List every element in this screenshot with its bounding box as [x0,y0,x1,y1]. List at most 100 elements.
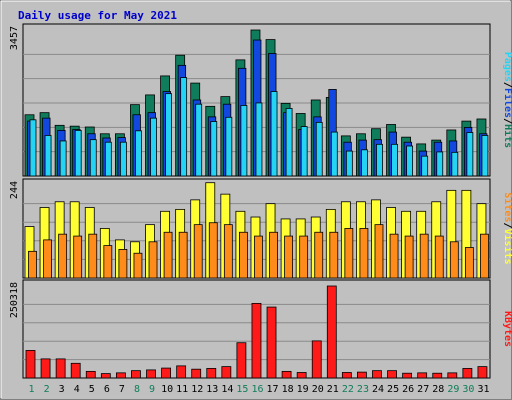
bar-sites-day-3 [58,233,68,279]
bar-sites-day-15 [238,231,248,279]
day-label-18: 18 [282,384,294,395]
day-label-23: 23 [357,384,369,395]
bar-kbytes-day-8 [131,370,141,379]
legend-item: Visits [502,229,512,265]
legend-item: Hits [502,124,512,148]
bar-pages-day-25 [391,143,398,177]
day-label-22: 22 [342,384,354,395]
bar-pages-day-30 [466,132,474,177]
bar-kbytes-day-26 [402,372,413,379]
bar-pages-day-18 [285,108,293,177]
bar-kbytes-day-14 [221,366,232,379]
bar-kbytes-day-5 [85,370,96,379]
bar-kbytes-day-1 [25,350,36,379]
bar-kbytes-day-17 [266,306,277,379]
bar-sites-day-30 [464,247,474,279]
legend-item: Sites [502,192,512,222]
bar-sites-day-9 [148,241,158,279]
bar-sites-day-20 [314,231,324,279]
bar-kbytes-day-23 [357,371,367,379]
bar-pages-day-15 [240,105,248,177]
legend-item: / [502,82,512,88]
bar-sites-day-26 [404,235,414,279]
bar-kbytes-day-19 [296,372,307,379]
bar-pages-day-13 [210,121,218,177]
bar-kbytes-day-13 [206,368,217,379]
bar-pages-day-17 [270,91,278,177]
bar-sites-day-14 [223,224,233,279]
bar-pages-day-1 [29,119,37,177]
bar-kbytes-day-4 [70,362,81,379]
bar-kbytes-day-22 [341,372,352,379]
day-label-10: 10 [161,384,173,395]
bar-pages-day-27 [421,155,429,177]
bar-sites-day-24 [374,224,384,279]
legend-hits-files-pages: Pages/Files/Hits [502,52,512,148]
bar-pages-day-2 [44,135,52,177]
bar-pages-day-23 [361,149,368,177]
bar-sites-day-17 [269,231,278,279]
day-label-8: 8 [134,384,140,395]
bar-kbytes-day-27 [417,372,428,379]
bar-pages-day-14 [225,116,233,177]
bar-kbytes-day-9 [146,369,156,379]
bar-pages-day-26 [406,145,414,177]
bar-sites-day-10 [163,231,173,279]
legend-item: Pages [502,52,512,82]
day-label-4: 4 [74,384,80,395]
day-label-29: 29 [447,384,459,395]
bar-sites-day-4 [73,235,83,279]
bar-pages-day-7 [119,141,127,177]
bar-pages-day-4 [74,129,82,177]
bar-sites-day-25 [389,233,399,279]
bar-sites-day-19 [299,235,309,279]
bar-kbytes-day-6 [100,373,111,379]
chart-title: Daily usage for May 2021 [18,9,177,22]
panels: 3457Pages/Files/Hits244Sites/Visits25031… [9,23,512,379]
bar-kbytes-day-15 [236,342,247,379]
bar-pages-day-10 [165,93,172,177]
day-label-3: 3 [59,384,65,395]
bar-sites-day-16 [254,235,263,279]
legend-item: Files [502,88,512,118]
bar-kbytes-day-29 [447,372,458,379]
day-label-25: 25 [387,384,399,395]
bar-pages-day-9 [150,117,157,177]
legend-item: / [502,222,512,228]
y-max-label: 244 [9,181,20,199]
day-label-2: 2 [44,384,50,395]
bar-kbytes-day-11 [176,365,187,379]
legend-visits-sites: Sites/Visits [502,192,512,264]
day-label-1: 1 [29,384,35,395]
y-max-label: 250318 [9,282,20,318]
bar-kbytes-day-16 [251,302,262,379]
bar-sites-day-12 [193,224,203,279]
day-label-15: 15 [236,384,248,395]
bar-pages-day-8 [135,130,142,177]
bar-kbytes-day-7 [115,372,126,379]
bar-pages-day-11 [180,77,188,177]
day-label-28: 28 [432,384,444,395]
day-label-27: 27 [417,384,429,395]
day-label-24: 24 [372,384,384,395]
panel-kbytes: 250318 KBytes [9,279,512,379]
bar-sites-day-1 [28,250,37,279]
day-label-13: 13 [206,384,218,395]
bar-sites-day-2 [43,239,52,279]
bar-kbytes-day-21 [326,285,337,379]
bar-sites-day-22 [344,228,354,279]
legend-kbytes: KBytes [502,311,512,347]
bar-kbytes-day-28 [432,372,443,379]
bar-pages-day-29 [451,151,459,177]
day-label-30: 30 [462,384,474,395]
bar-kbytes-day-18 [281,370,292,379]
bar-sites-day-8 [133,252,143,279]
day-label-7: 7 [119,384,125,395]
bar-kbytes-day-30 [462,368,473,379]
bar-kbytes-day-25 [387,370,397,379]
bar-pages-day-24 [376,143,383,177]
bar-kbytes-day-3 [55,358,66,379]
bar-kbytes-day-10 [161,367,171,379]
day-label-31: 31 [477,384,489,395]
bar-pages-day-31 [481,135,489,177]
